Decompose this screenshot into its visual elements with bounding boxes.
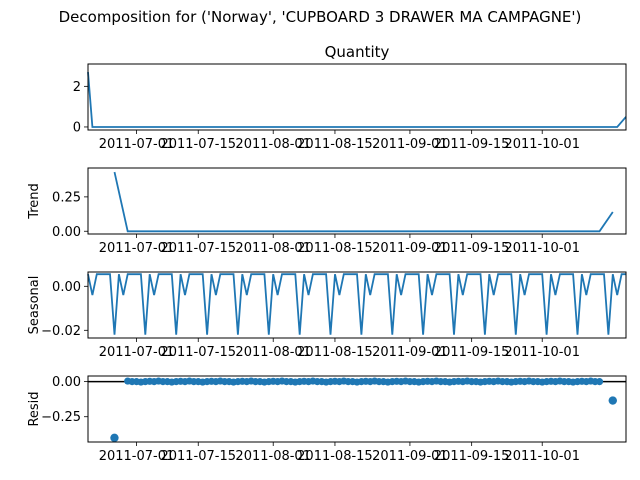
series-line — [113, 171, 614, 233]
x-tick-label: 2011-08-01 — [235, 241, 311, 256]
x-tick-label: 2011-09-01 — [372, 137, 448, 152]
x-tick-label: 2011-07-01 — [99, 449, 175, 464]
x-tick-label: 2011-09-01 — [372, 345, 448, 360]
y-tick-label: 0.00 — [52, 225, 81, 240]
x-tick-label: 2011-09-01 — [372, 241, 448, 256]
x-tick-label: 2011-08-01 — [235, 449, 311, 464]
x-tick-label: 2011-10-01 — [504, 345, 580, 360]
x-tick-label: 2011-07-01 — [99, 137, 175, 152]
x-tick-label: 2011-08-15 — [297, 449, 373, 464]
x-tick-label: 2011-08-15 — [297, 345, 373, 360]
x-tick-label: 2011-08-15 — [297, 241, 373, 256]
seasonal-line — [87, 273, 626, 335]
x-tick-label: 2011-08-15 — [297, 137, 373, 152]
x-tick-label: 2011-07-15 — [160, 345, 236, 360]
x-tick-label: 2011-08-01 — [235, 137, 311, 152]
x-tick-label: 2011-10-01 — [504, 449, 580, 464]
x-tick-label: 2011-07-15 — [160, 137, 236, 152]
x-tick-label: 2011-09-15 — [434, 137, 510, 152]
x-tick-label: 2011-10-01 — [504, 137, 580, 152]
y-tick-label: −0.25 — [41, 410, 81, 425]
y-axis-label: Trend — [27, 183, 42, 220]
axes-frame — [87, 271, 627, 339]
panel-title: Quantity — [325, 43, 390, 61]
y-tick-label: −0.02 — [41, 324, 81, 339]
resid-point — [595, 378, 604, 386]
x-tick-label: 2011-10-01 — [504, 241, 580, 256]
resid-outlier-point — [110, 433, 119, 442]
series-line — [87, 72, 627, 128]
axes-frame — [87, 375, 627, 443]
x-tick-label: 2011-07-15 — [160, 449, 236, 464]
y-axis-label: Seasonal — [27, 276, 42, 335]
y-tick-label: 0 — [73, 120, 81, 135]
y-tick-label: 0.00 — [52, 280, 81, 295]
x-tick-label: 2011-07-01 — [99, 345, 175, 360]
axes-frame — [87, 167, 627, 235]
y-tick-label: 2 — [73, 80, 81, 95]
y-tick-label: 0.00 — [52, 375, 81, 390]
x-tick-label: 2011-09-15 — [434, 345, 510, 360]
resid-outlier-point — [608, 396, 617, 405]
x-tick-label: 2011-09-15 — [434, 449, 510, 464]
figure-title: Decomposition for ('Norway', 'CUPBOARD 3… — [59, 8, 582, 26]
x-tick-label: 2011-09-15 — [434, 241, 510, 256]
y-tick-label: 0.25 — [52, 190, 81, 205]
y-axis-label: Resid — [27, 391, 42, 426]
x-tick-label: 2011-07-15 — [160, 241, 236, 256]
x-tick-label: 2011-08-01 — [235, 345, 311, 360]
x-tick-label: 2011-07-01 — [99, 241, 175, 256]
axes-frame — [87, 63, 627, 131]
x-tick-label: 2011-09-01 — [372, 449, 448, 464]
